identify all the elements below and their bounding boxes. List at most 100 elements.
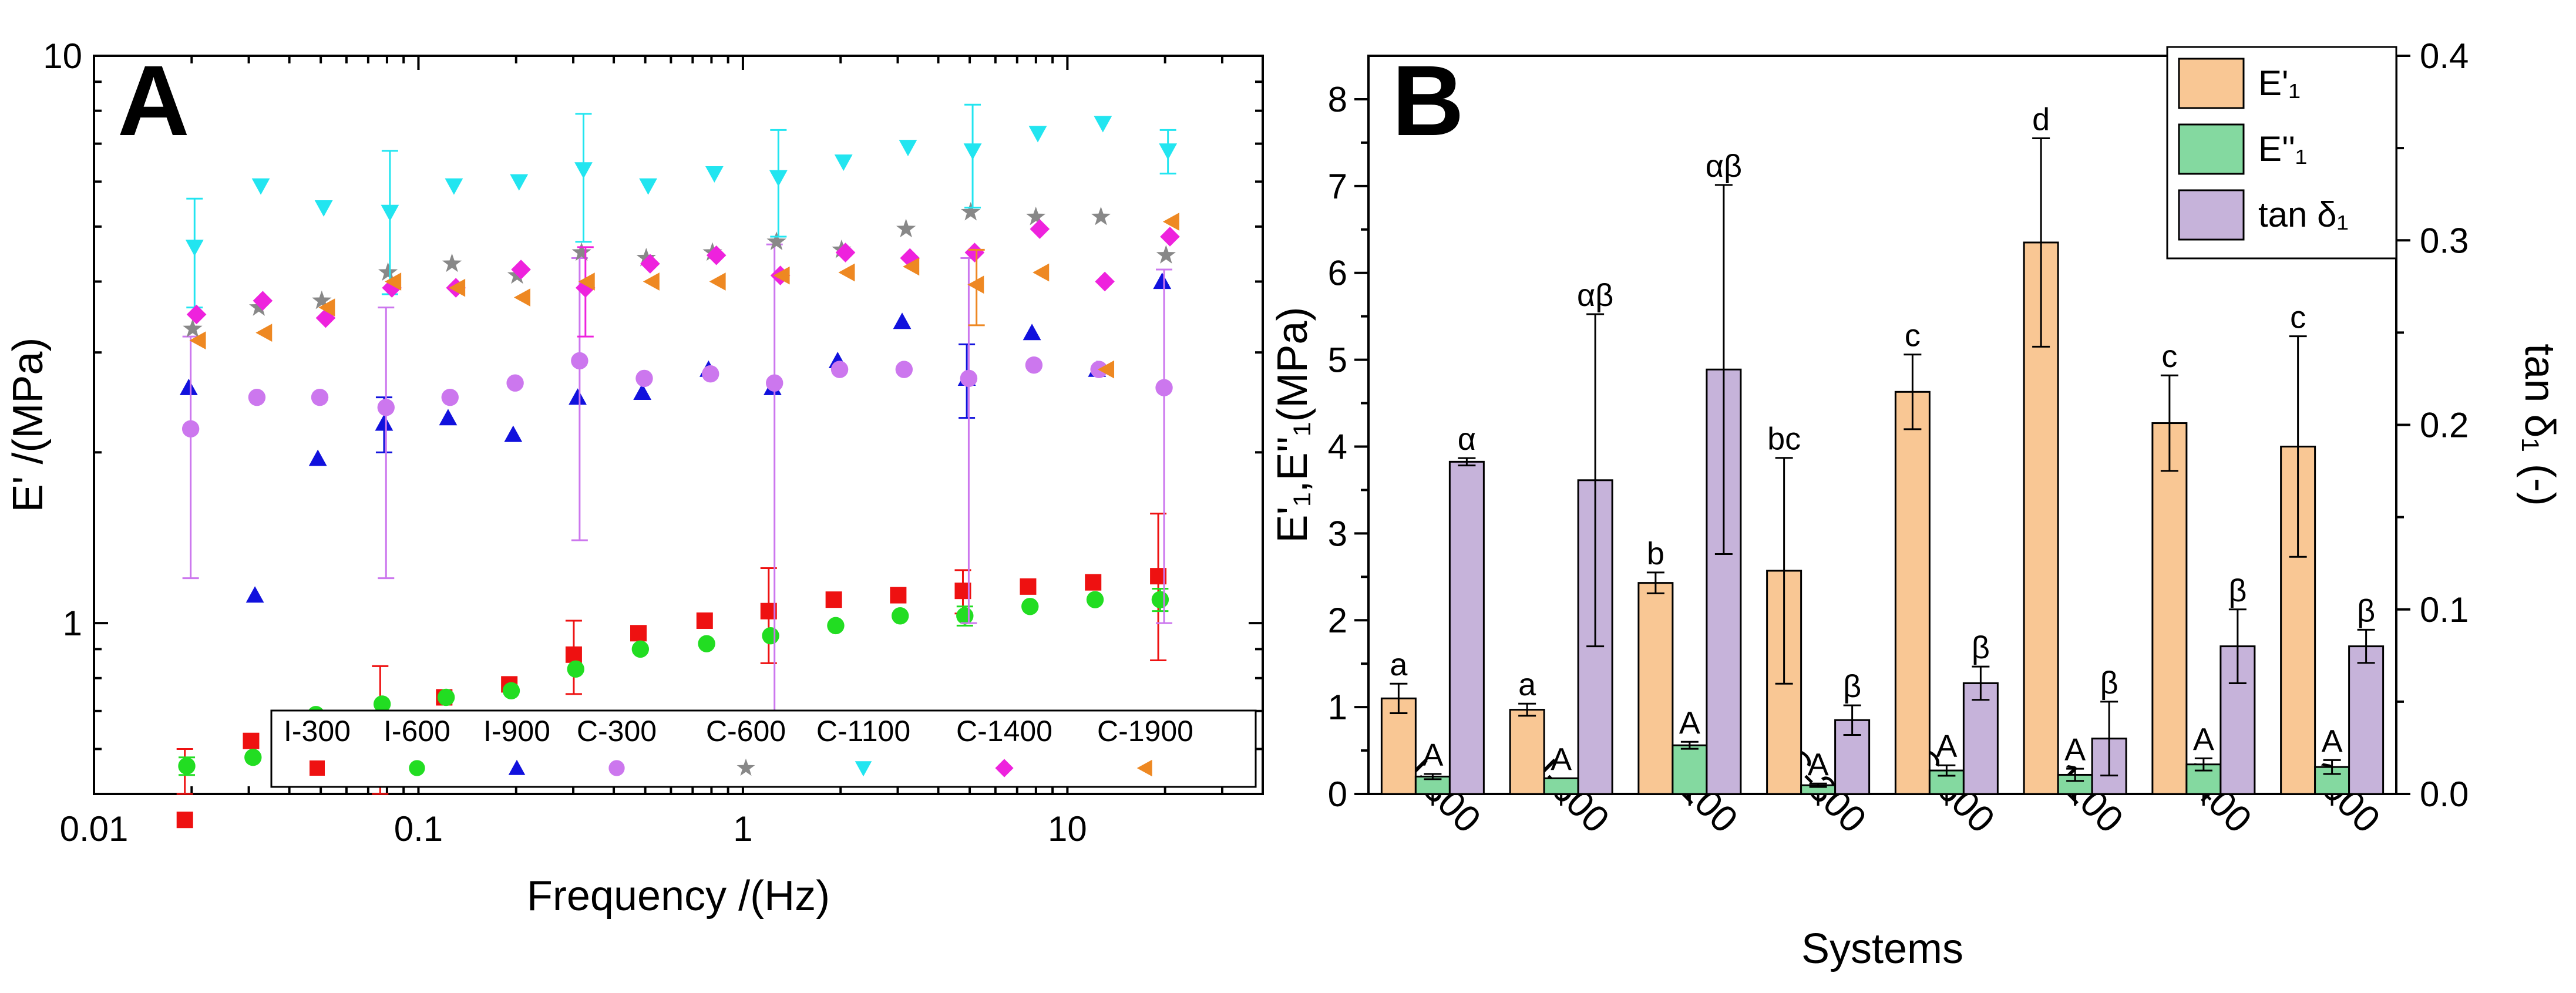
data-point [1095, 271, 1115, 292]
bar [1414, 775, 1451, 795]
data-point [903, 257, 920, 276]
significance-letter: α [1458, 422, 1476, 457]
bar [2185, 763, 2222, 795]
y-right-axis-title: tan δ₁ (-) [2516, 344, 2563, 506]
data-point [308, 449, 327, 466]
bar [1448, 460, 1485, 795]
data-point [961, 201, 981, 221]
significance-letter: bc [1767, 422, 1801, 457]
data-point [630, 625, 647, 642]
data-point [702, 365, 719, 383]
bar [1637, 582, 1674, 795]
significance-letter: A [1808, 747, 1829, 782]
data-point [827, 617, 845, 635]
legend-swatch [2178, 58, 2245, 109]
data-point [375, 414, 394, 431]
data-point [567, 660, 584, 678]
significance-letter: d [2032, 102, 2050, 137]
significance-letter: a [1390, 647, 1408, 682]
legend-label: C-1100 [816, 715, 910, 748]
legend-marker [508, 759, 526, 775]
data-point [1151, 591, 1169, 608]
y-left-tick-label: 8 [1328, 80, 1347, 119]
data-point [891, 607, 909, 625]
data-point [314, 200, 333, 217]
legend-marker [409, 760, 425, 776]
data-point [312, 290, 332, 309]
y-left-tick-label: 0 [1328, 775, 1347, 814]
significance-letter: A [2322, 723, 2343, 759]
legend-label: I-900 [483, 715, 550, 748]
data-point [502, 682, 520, 700]
data-point [1156, 245, 1176, 264]
data-point [189, 331, 206, 350]
legend-label: C-1900 [1097, 715, 1193, 748]
data-point [762, 627, 779, 645]
data-point [441, 388, 459, 406]
data-point [378, 262, 398, 281]
data-point [381, 204, 399, 221]
bar [1672, 744, 1708, 795]
y-right-tick-label: 0.1 [2420, 590, 2469, 630]
y-right-tick-label: 0.0 [2420, 775, 2469, 814]
significance-letter: β [2100, 665, 2118, 701]
data-point [569, 388, 587, 405]
data-point [964, 243, 985, 262]
data-point [243, 732, 260, 749]
y-left-tick-label: 6 [1328, 254, 1347, 293]
legend-label: E'₁ [2258, 63, 2301, 103]
y-tick-label: 10 [43, 36, 82, 76]
data-point [896, 218, 916, 238]
significance-letter: A [1936, 729, 1957, 764]
data-point [1020, 578, 1037, 595]
data-point [633, 383, 652, 400]
data-point [956, 607, 974, 625]
data-point [1155, 379, 1173, 396]
significance-letter: αβ [1706, 149, 1742, 184]
data-point [1159, 143, 1178, 160]
data-point [244, 749, 262, 766]
data-point [185, 240, 204, 257]
legend-box [270, 709, 1257, 788]
legend-label: I-600 [384, 715, 450, 748]
data-point [705, 166, 724, 183]
legend-swatch [2178, 123, 2245, 175]
x-axis-title: Systems [1801, 925, 1963, 972]
y-right-tick-label: 0.4 [2420, 36, 2469, 76]
data-point [960, 369, 978, 388]
data-point [766, 231, 786, 250]
series-C-1100 [185, 103, 1178, 309]
panel-a-legend: I-300 I-600 I-900 C-300 C-600 C-1100 C-1400 C-1… [270, 709, 1257, 788]
data-point [769, 170, 788, 187]
data-point [506, 374, 524, 392]
legend-label: C-600 [706, 715, 786, 748]
data-point [1033, 263, 1050, 282]
panel-a-label: A [117, 45, 190, 157]
data-point [377, 399, 395, 416]
data-point [181, 420, 200, 438]
data-point [318, 298, 335, 317]
data-point [439, 409, 458, 426]
data-point [442, 253, 462, 272]
x-tick-label: 1 [733, 809, 752, 849]
data-point [311, 388, 329, 406]
bar [2348, 645, 2385, 795]
legend-marker [855, 761, 872, 777]
data-point [890, 587, 907, 604]
significance-letter: b [1647, 536, 1664, 571]
data-point [315, 308, 336, 328]
data-point [183, 318, 203, 338]
data-point [571, 352, 588, 370]
data-point [635, 369, 653, 388]
data-point [1153, 272, 1172, 290]
y-left-tick-label: 4 [1328, 427, 1347, 466]
data-point [437, 688, 455, 706]
data-point [449, 278, 466, 297]
data-point [576, 278, 596, 298]
panel-b-label: B [1392, 45, 1464, 157]
data-point [1094, 116, 1112, 133]
data-point [574, 162, 593, 179]
significance-letter: αβ [1577, 278, 1613, 313]
legend-marker [995, 759, 1014, 777]
